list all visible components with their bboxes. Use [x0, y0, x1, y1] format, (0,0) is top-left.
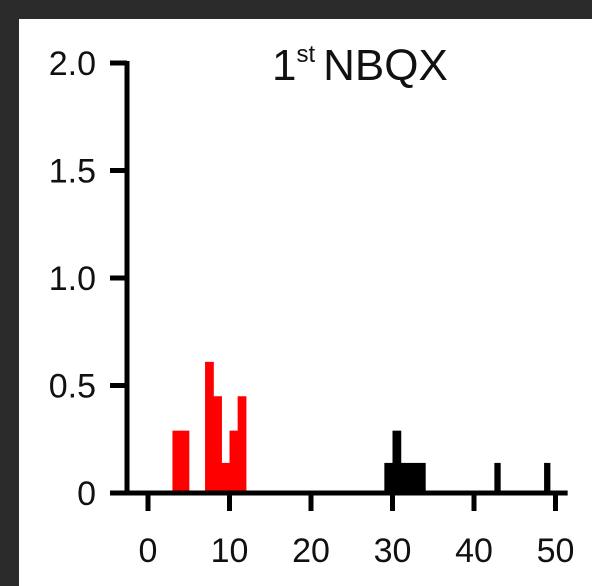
histogram-bar-0-0	[172, 430, 182, 493]
y-tick-label: 1.0	[49, 260, 96, 298]
x-tick-label: 20	[292, 532, 330, 570]
y-tick-label: 2.0	[49, 45, 96, 83]
histogram-bar-0-6	[237, 396, 247, 493]
histogram-bar-1-4	[416, 462, 426, 493]
axes-layer	[110, 61, 568, 496]
y-tick-label: 1.5	[49, 153, 96, 191]
histogram-bar-0-3	[213, 396, 222, 493]
x-tick-label: 0	[139, 532, 158, 570]
y-tick-label: 0.5	[49, 368, 96, 406]
x-tick-label: 40	[455, 532, 493, 570]
histogram-bar-0-1	[180, 430, 190, 493]
ticks-layer: 0 0.5 1.0 1.5 2.0 0 10 20 30 40 50	[49, 45, 575, 570]
title-main: 1	[272, 41, 296, 90]
chart-title: 1st NBQX	[272, 41, 448, 90]
histogram-bar-1-6	[544, 462, 551, 493]
histogram-bar-0-5	[229, 430, 239, 493]
histogram-bar-1-5	[494, 462, 501, 493]
title-superscript: st	[296, 41, 315, 68]
x-tick-label: 10	[211, 532, 249, 570]
histogram-bar-1-1	[392, 430, 402, 493]
histogram-bar-0-4	[221, 462, 231, 493]
title-rest: NBQX	[323, 41, 448, 90]
x-tick-label: 30	[374, 532, 412, 570]
x-tick-label: 50	[537, 532, 575, 570]
histogram-bar-1-0	[384, 462, 394, 493]
y-tick-label: 0	[77, 475, 96, 513]
histogram-bar-1-2	[400, 462, 410, 493]
histogram-bar-0-2	[205, 361, 214, 493]
histogram-bar-1-3	[408, 462, 418, 493]
bars-layer	[172, 361, 551, 493]
